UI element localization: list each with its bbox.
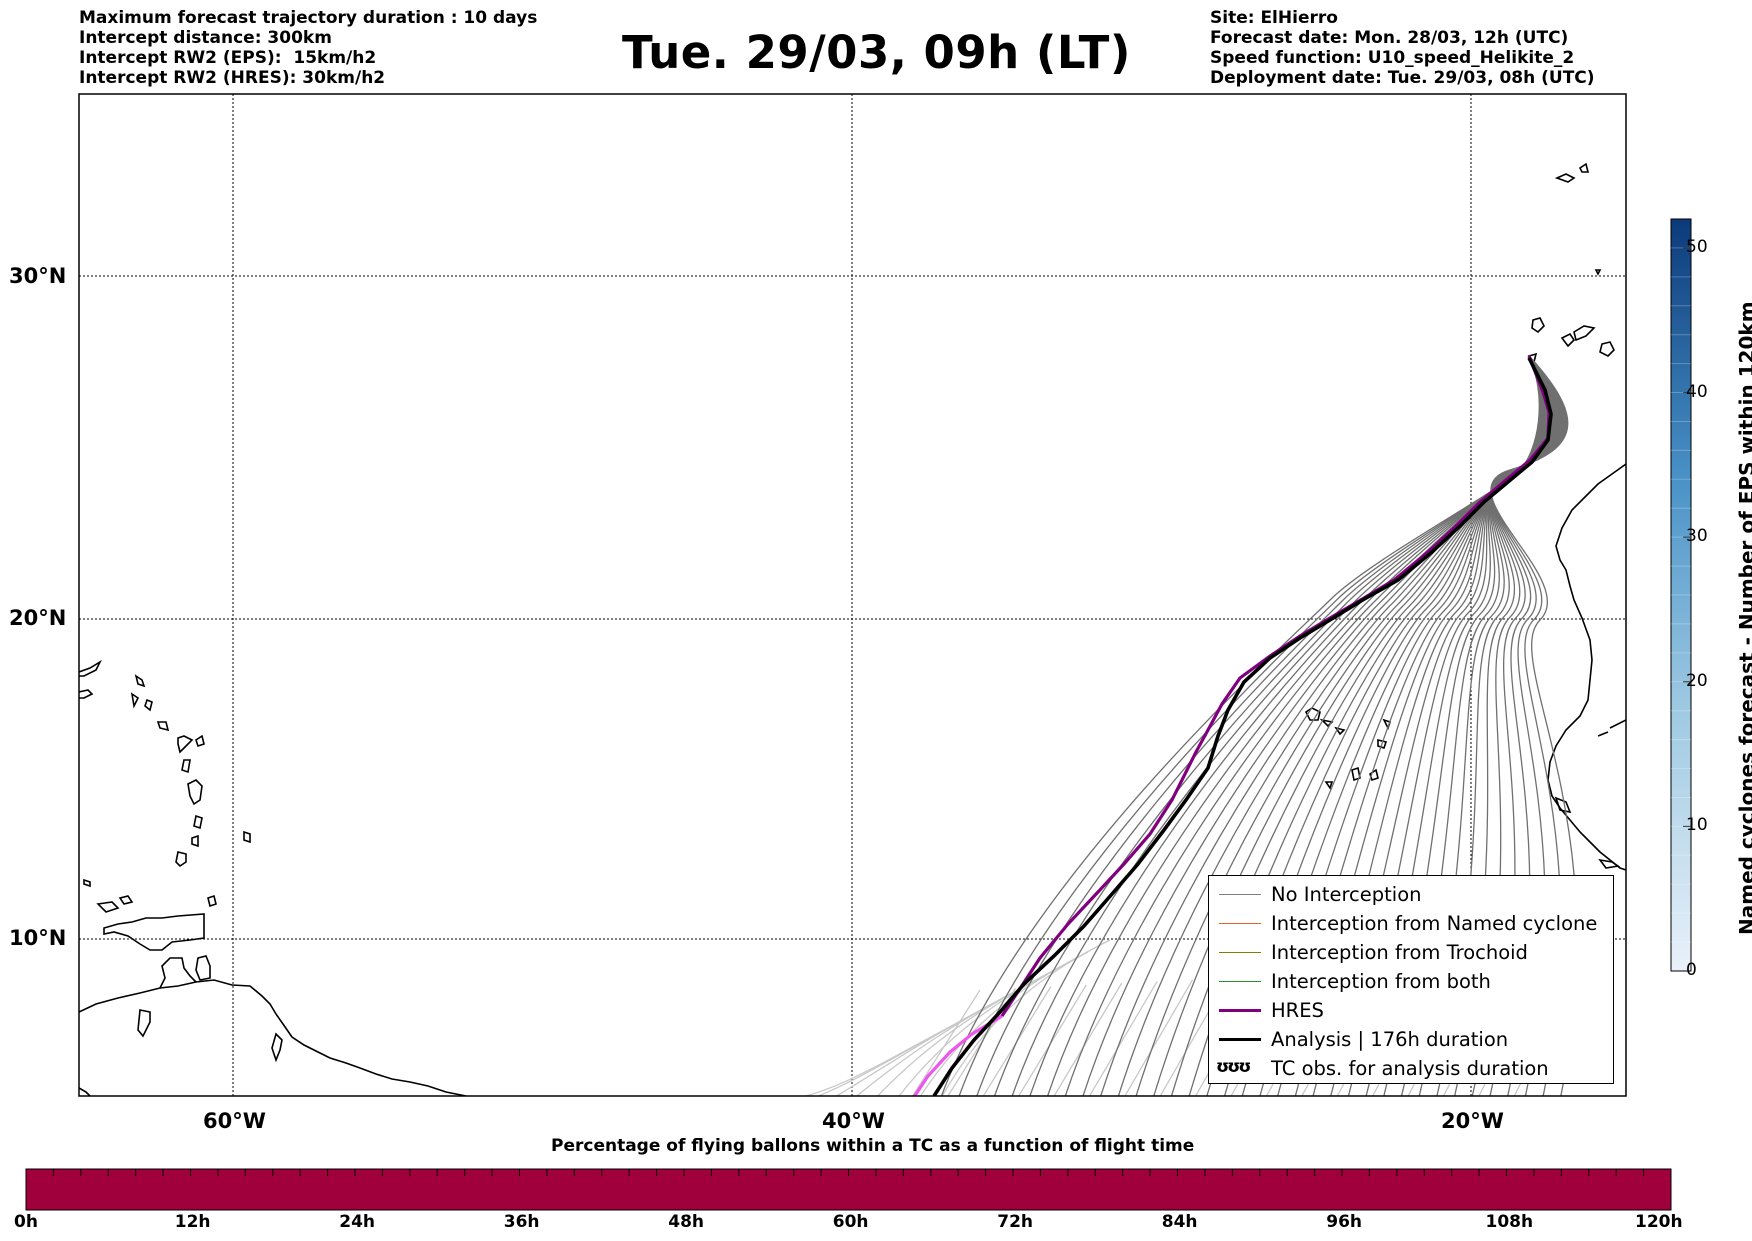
eps-trajectory: [976, 355, 1542, 1096]
lon-label-20w: 20°W: [1441, 1109, 1504, 1133]
bottom-bar-tick-label: 108h: [1485, 1212, 1534, 1232]
lon-label-60w: 60°W: [203, 1109, 266, 1133]
eps-trajectory: [1365, 355, 1560, 1096]
page-title: Tue. 29/03, 09h (LT): [622, 26, 1131, 79]
colorbar-right-title: Named cyclones forecast - Number of EPS …: [1735, 301, 1752, 935]
lat-label-20n: 20°N: [9, 606, 67, 630]
eps-trajectory: [1347, 355, 1559, 1096]
eps-trajectory: [1436, 355, 1563, 1096]
colorbar-right-ticks: [1671, 247, 1691, 972]
eps-trajectory-late: [1124, 979, 1194, 1096]
bottom-bar-tick-label: 0h: [14, 1212, 38, 1232]
legend: No Interception Interception from Named …: [1208, 875, 1614, 1084]
eps-trajectory: [1082, 355, 1547, 1096]
max-duration-text: Maximum forecast trajectory duration : 1…: [79, 8, 538, 28]
legend-item-named-cyclone: Interception from Named cyclone: [1209, 910, 1613, 938]
legend-item-tc-obs: ʊʊʊ TC obs. for analysis duration: [1216, 1057, 1549, 1080]
map-frame: [78, 93, 1627, 1097]
bottom-bar-tick-label: 96h: [1326, 1212, 1363, 1232]
analysis-trajectory: [932, 357, 1553, 1096]
eps-trajectory-late: [816, 1011, 979, 1096]
eps-trajectory: [940, 355, 1540, 1096]
deployment-date-text: Deployment date: Tue. 29/03, 08h (UTC): [1210, 68, 1595, 88]
intercept-hres-text: Intercept RW2 (HRES): 30km/h2: [79, 68, 386, 88]
colorbar-tick-label: 0: [1686, 960, 1697, 980]
forecast-date-text: Forecast date: Mon. 28/03, 12h (UTC): [1210, 28, 1569, 48]
eps-trajectory: [1100, 355, 1548, 1096]
eps-trajectory: [1312, 355, 1557, 1096]
lat-label-30n: 30°N: [9, 264, 67, 288]
eps-trajectory: [1418, 355, 1562, 1096]
eps-trajectory: [1064, 355, 1546, 1096]
eps-trajectory: [1453, 355, 1564, 1096]
eps-trajectory-late: [1088, 981, 1158, 1096]
bottom-bar-title: Percentage of flying ballons within a TC…: [551, 1136, 1195, 1156]
header-left: Maximum forecast trajectory duration : 1…: [79, 8, 537, 88]
bottom-bar-ticks: [25, 1169, 1672, 1176]
eps-trajectory-late: [803, 1023, 957, 1096]
colorbar-tick-label: 30: [1686, 526, 1708, 546]
eps-trajectory: [1383, 355, 1561, 1096]
eps-trajectory-late: [855, 987, 1023, 1096]
colorbar-right: [1670, 218, 1692, 972]
lon-label-40w: 40°W: [822, 1109, 885, 1133]
legend-item-no-interception: No Interception: [1209, 881, 1613, 909]
eps-trajectory: [1117, 355, 1548, 1096]
lat-label-10n: 10°N: [9, 926, 67, 950]
bottom-bar-tick-label: 72h: [997, 1212, 1034, 1232]
eps-trajectory: [1490, 355, 1578, 1096]
bottom-bar-tick-label: 48h: [668, 1212, 705, 1232]
colorbar-tick-label: 20: [1686, 671, 1708, 691]
intercept-eps-text: Intercept RW2 (EPS): 15km/h2: [79, 48, 377, 68]
speed-function-text: Speed function: U10_speed_Helikite_2: [1210, 48, 1575, 68]
colorbar-tick-label: 40: [1686, 382, 1708, 402]
bottom-bar-tick-label: 12h: [174, 1212, 211, 1232]
eps-trajectory: [1330, 355, 1558, 1096]
intercept-distance-text: Intercept distance: 300km: [79, 28, 332, 48]
eps-trajectory-late: [1053, 982, 1123, 1096]
colorbar-tick-label: 10: [1686, 815, 1708, 835]
legend-item-hres: HRES: [1209, 997, 1613, 1025]
header-right: Site: ElHierro Forecast date: Mon. 28/03…: [1210, 8, 1595, 88]
bottom-bar-tick-label: 24h: [339, 1212, 376, 1232]
hres-trajectory-late: [912, 1014, 1003, 1096]
eps-trajectory: [1294, 355, 1556, 1096]
legend-item-both: Interception from both: [1209, 968, 1613, 996]
bottom-bar-tick-label: 84h: [1161, 1212, 1198, 1232]
eps-trajectory: [1471, 355, 1565, 1096]
legend-item-analysis: Analysis | 176h duration: [1209, 1026, 1613, 1054]
bottom-bar-tick-label: 36h: [503, 1212, 540, 1232]
eps-trajectory-late: [835, 999, 1001, 1096]
colorbar-tick-label: 50: [1686, 237, 1708, 257]
tc-symbol-icon: ʊʊʊ: [1216, 1057, 1251, 1077]
legend-item-trochoid: Interception from Trochoid: [1209, 939, 1613, 967]
site-text: Site: ElHierro: [1210, 8, 1338, 28]
bottom-bar-tick-label: 120h: [1635, 1212, 1683, 1232]
bottom-bar-tick-label: 60h: [832, 1212, 869, 1232]
eps-trajectory: [1400, 355, 1561, 1096]
coastlines: [79, 162, 1626, 1096]
eps-trajectory: [958, 355, 1541, 1096]
